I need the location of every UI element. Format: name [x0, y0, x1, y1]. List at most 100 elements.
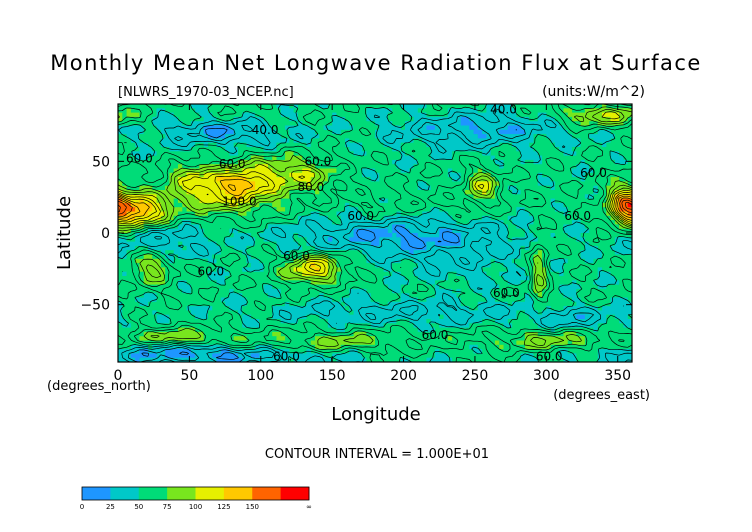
- heatmap-cell: [267, 125, 273, 131]
- heatmap-cell: [280, 116, 286, 122]
- heatmap-cell: [614, 190, 620, 195]
- heatmap-cell: [567, 112, 573, 118]
- heatmap-cell: [516, 250, 522, 256]
- heatmap-cell: [139, 276, 145, 281]
- heatmap-cell: [563, 181, 569, 187]
- heatmap-cell: [417, 211, 423, 217]
- heatmap-cell: [122, 142, 128, 148]
- heatmap-cell: [499, 121, 505, 127]
- heatmap-cell: [323, 276, 329, 281]
- heatmap-cell: [503, 172, 509, 178]
- heatmap-cell: [602, 211, 607, 217]
- heatmap-cell: [516, 142, 522, 148]
- heatmap-cell: [156, 237, 162, 243]
- heatmap-cell: [336, 207, 342, 213]
- heatmap-cell: [285, 194, 290, 200]
- heatmap-cell: [280, 147, 286, 152]
- heatmap-cell: [516, 263, 522, 268]
- heatmap-cell: [319, 185, 325, 191]
- heatmap-cell: [366, 211, 372, 217]
- heatmap-cell: [417, 194, 423, 200]
- heatmap-cell: [404, 138, 410, 144]
- heatmap-cell: [452, 181, 457, 187]
- heatmap-cell: [443, 211, 449, 217]
- heatmap-cell: [280, 211, 286, 217]
- heatmap-cell: [439, 194, 445, 200]
- heatmap-cell: [533, 116, 539, 122]
- heatmap-cell: [580, 202, 586, 208]
- heatmap-cell: [130, 142, 136, 148]
- heatmap-cell: [182, 241, 188, 247]
- heatmap-cell: [267, 129, 273, 135]
- heatmap-cell: [584, 271, 590, 277]
- heatmap-cell: [503, 159, 509, 165]
- heatmap-cell: [452, 215, 457, 221]
- heatmap-cell: [524, 116, 530, 122]
- heatmap-cell: [173, 155, 179, 161]
- heatmap-cell: [237, 202, 243, 208]
- heatmap-cell: [490, 138, 496, 144]
- heatmap-cell: [572, 151, 577, 157]
- heatmap-cell: [619, 211, 625, 217]
- heatmap-cell: [520, 185, 526, 191]
- heatmap-cell: [550, 237, 556, 243]
- heatmap-cell: [477, 241, 483, 247]
- heatmap-cell: [559, 190, 565, 195]
- heatmap-cell: [482, 116, 487, 122]
- heatmap-cell: [516, 237, 522, 243]
- heatmap-cell: [225, 185, 230, 191]
- heatmap-cell: [160, 207, 166, 213]
- heatmap-cell: [460, 185, 466, 191]
- heatmap-cell: [327, 172, 333, 178]
- heatmap-cell: [152, 215, 158, 221]
- heatmap-cell: [602, 185, 607, 191]
- heatmap-cell: [614, 271, 620, 277]
- heatmap-cell: [186, 224, 192, 230]
- heatmap-cell: [160, 267, 166, 273]
- heatmap-cell: [302, 181, 308, 187]
- heatmap-cell: [516, 159, 522, 165]
- heatmap-cell: [520, 116, 526, 122]
- heatmap-cell: [550, 207, 556, 213]
- heatmap-cell: [413, 121, 419, 127]
- heatmap-cell: [499, 233, 505, 238]
- heatmap-cell: [417, 147, 423, 152]
- heatmap-cell: [126, 164, 132, 170]
- heatmap-cell: [473, 276, 479, 281]
- heatmap-cell: [263, 254, 269, 260]
- heatmap-cell: [482, 104, 487, 109]
- heatmap-cell: [216, 271, 222, 277]
- heatmap-cell: [375, 207, 380, 213]
- heatmap-cell: [422, 177, 427, 182]
- heatmap-cell: [443, 207, 449, 213]
- heatmap-cell: [165, 280, 170, 286]
- heatmap-cell: [319, 151, 325, 157]
- heatmap-cell: [229, 121, 235, 127]
- heatmap-cell: [336, 258, 342, 264]
- heatmap-cell: [413, 207, 419, 213]
- heatmap-cell: [550, 211, 556, 217]
- heatmap-cell: [542, 220, 547, 225]
- heatmap-cell: [434, 220, 440, 225]
- heatmap-cell: [345, 241, 350, 247]
- heatmap-cell: [597, 271, 603, 277]
- heatmap-cell: [392, 172, 398, 178]
- heatmap-cell: [537, 233, 543, 238]
- heatmap-cell: [366, 125, 372, 131]
- heatmap-cell: [289, 280, 295, 286]
- heatmap-cell: [182, 194, 188, 200]
- heatmap-cell: [143, 147, 149, 152]
- heatmap-cell: [413, 228, 419, 234]
- heatmap-cell: [507, 177, 513, 182]
- heatmap-cell: [387, 194, 393, 200]
- heatmap-cell: [225, 241, 230, 247]
- heatmap-cell: [460, 258, 466, 264]
- heatmap-cell: [366, 177, 372, 182]
- heatmap-cell: [285, 159, 290, 165]
- heatmap-cell: [602, 190, 607, 195]
- heatmap-cell: [469, 202, 475, 208]
- heatmap-cell: [199, 280, 205, 286]
- heatmap-cell: [225, 172, 230, 178]
- heatmap-cell: [186, 237, 192, 243]
- heatmap-cell: [357, 104, 363, 109]
